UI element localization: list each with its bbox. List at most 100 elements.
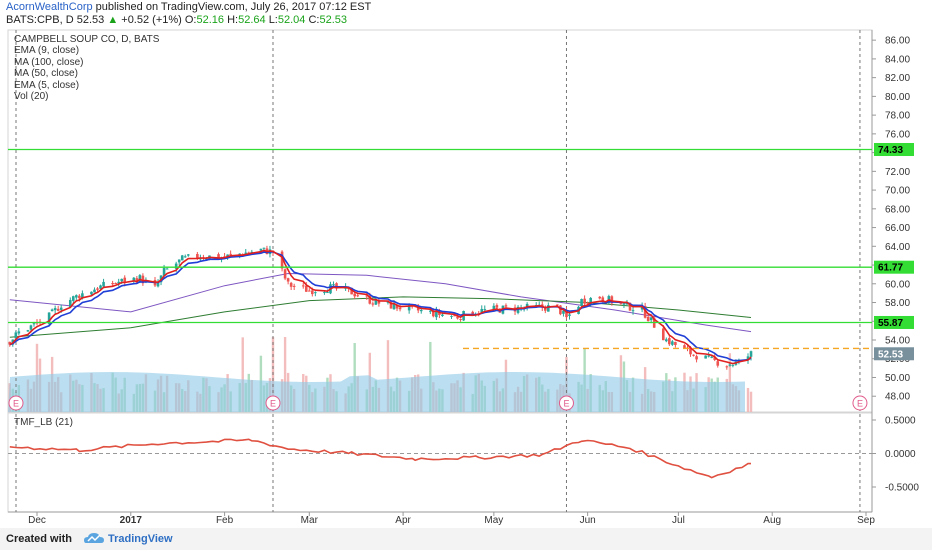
candle-body	[586, 302, 589, 304]
low-value: 52.04	[277, 14, 306, 26]
candle-body	[450, 315, 453, 317]
price-tick-label: 60.00	[885, 279, 910, 290]
candle-body	[238, 253, 242, 255]
tmf-tick-label: -0.5000	[885, 483, 919, 494]
legend-title[interactable]: CAMPBELL SOUP CO, D, BATS	[14, 34, 160, 45]
price-tick-label: 64.00	[885, 242, 910, 253]
earnings-marker	[558, 395, 574, 411]
candle-body	[8, 341, 12, 345]
candle-body	[314, 292, 317, 294]
candle-body	[495, 305, 499, 308]
candle-body	[132, 277, 136, 282]
volume-bar	[746, 387, 750, 412]
legend-item-ema5[interactable]: EMA (5, close)	[14, 79, 80, 91]
chart-canvas[interactable]: 86.0084.0082.0080.0078.0076.0074.0072.00…	[0, 0, 932, 528]
candle-body	[29, 325, 33, 330]
time-tick-label: Mar	[301, 515, 319, 526]
price-tick-label: 50.00	[885, 373, 910, 384]
time-tick-label: Feb	[216, 515, 234, 526]
tmf-tick-label: 0.5000	[885, 416, 916, 427]
volume-bar	[241, 337, 244, 412]
candle-body	[332, 284, 335, 286]
candle-body	[123, 277, 127, 283]
legend-item-ma100[interactable]: MA (100, close)	[14, 56, 84, 68]
tradingview-cloud-icon[interactable]	[84, 532, 104, 546]
candle-body	[419, 309, 423, 312]
candle-body	[365, 295, 369, 297]
candle-body	[307, 290, 311, 292]
candle-body	[229, 253, 232, 255]
candle-body	[135, 278, 139, 283]
candle-body	[114, 283, 117, 285]
tradingview-brand[interactable]: TradingView	[108, 533, 173, 545]
time-tick-label: Jun	[580, 515, 596, 526]
earnings-marker-label: E	[270, 399, 276, 409]
candle-body	[244, 252, 248, 255]
candle-body	[323, 291, 326, 293]
candle-body	[47, 312, 51, 324]
earnings-marker-label: E	[13, 399, 19, 409]
candle-body	[56, 308, 60, 311]
candle-body	[559, 305, 562, 315]
price-tick-label: 54.00	[885, 336, 910, 347]
candle-body	[674, 341, 677, 346]
candle-body	[141, 275, 145, 284]
earnings-marker	[852, 395, 868, 411]
level-price-tag	[874, 260, 914, 274]
candle-body	[186, 254, 190, 256]
time-tick-label: 2017	[120, 515, 143, 526]
candle-body	[259, 248, 263, 251]
candle-body	[441, 314, 444, 317]
candle-body	[289, 282, 293, 287]
symbol-label[interactable]: BATS:CPB, D	[6, 14, 74, 26]
candle-body	[556, 304, 559, 306]
candle-body	[368, 295, 372, 304]
ema5-line	[9, 249, 752, 365]
candle-body	[749, 351, 753, 357]
candle-body	[335, 283, 338, 289]
study-legend: CAMPBELL SOUP CO, D, BATS EMA (9, close)…	[14, 34, 159, 102]
candle-body	[598, 296, 602, 299]
candle-body	[746, 356, 750, 361]
chart-header: AcornWealthCorp published on TradingView…	[6, 1, 371, 27]
last-price-tag	[874, 347, 914, 361]
author-link[interactable]: AcornWealthCorp	[6, 1, 93, 13]
candle-body	[713, 356, 717, 360]
candle-body	[704, 355, 707, 359]
candle-body	[565, 310, 568, 318]
candle-body	[14, 332, 18, 339]
earnings-marker	[8, 395, 24, 411]
candle-body	[17, 331, 21, 334]
candle-body	[525, 303, 529, 308]
earnings-marker	[265, 395, 281, 411]
price-tick-label: 84.00	[885, 54, 910, 65]
candle-body	[432, 311, 435, 317]
candle-body	[435, 310, 438, 318]
legend-item-ma50[interactable]: MA (50, close)	[14, 68, 78, 80]
candle-body	[649, 317, 653, 321]
candle-body	[668, 338, 671, 345]
candle-body	[610, 296, 614, 304]
candle-body	[162, 268, 166, 276]
candle-body	[580, 298, 583, 306]
indicator-label[interactable]: TMF_LB (21)	[14, 417, 73, 428]
candle-body	[707, 355, 710, 357]
legend-item-ema9[interactable]: EMA (9, close)	[14, 45, 80, 57]
candle-body	[646, 316, 650, 322]
candle-body	[568, 314, 571, 316]
candle-body	[93, 289, 96, 293]
candle-body	[301, 285, 305, 287]
level-price-label: 74.33	[878, 145, 903, 156]
time-tick-label: Apr	[395, 515, 411, 526]
candle-body	[217, 254, 220, 260]
candle-body	[377, 300, 381, 304]
candle-body	[50, 309, 54, 312]
candle-body	[353, 293, 356, 297]
price-tick-label: 76.00	[885, 129, 910, 140]
up-arrow-icon: ▲	[107, 14, 119, 26]
footer-bar: Created with TradingView	[0, 528, 932, 550]
level-price-tag	[874, 143, 914, 157]
candle-body	[53, 308, 57, 311]
candle-body	[292, 285, 296, 287]
legend-item-volume[interactable]: Vol (20)	[14, 91, 49, 103]
